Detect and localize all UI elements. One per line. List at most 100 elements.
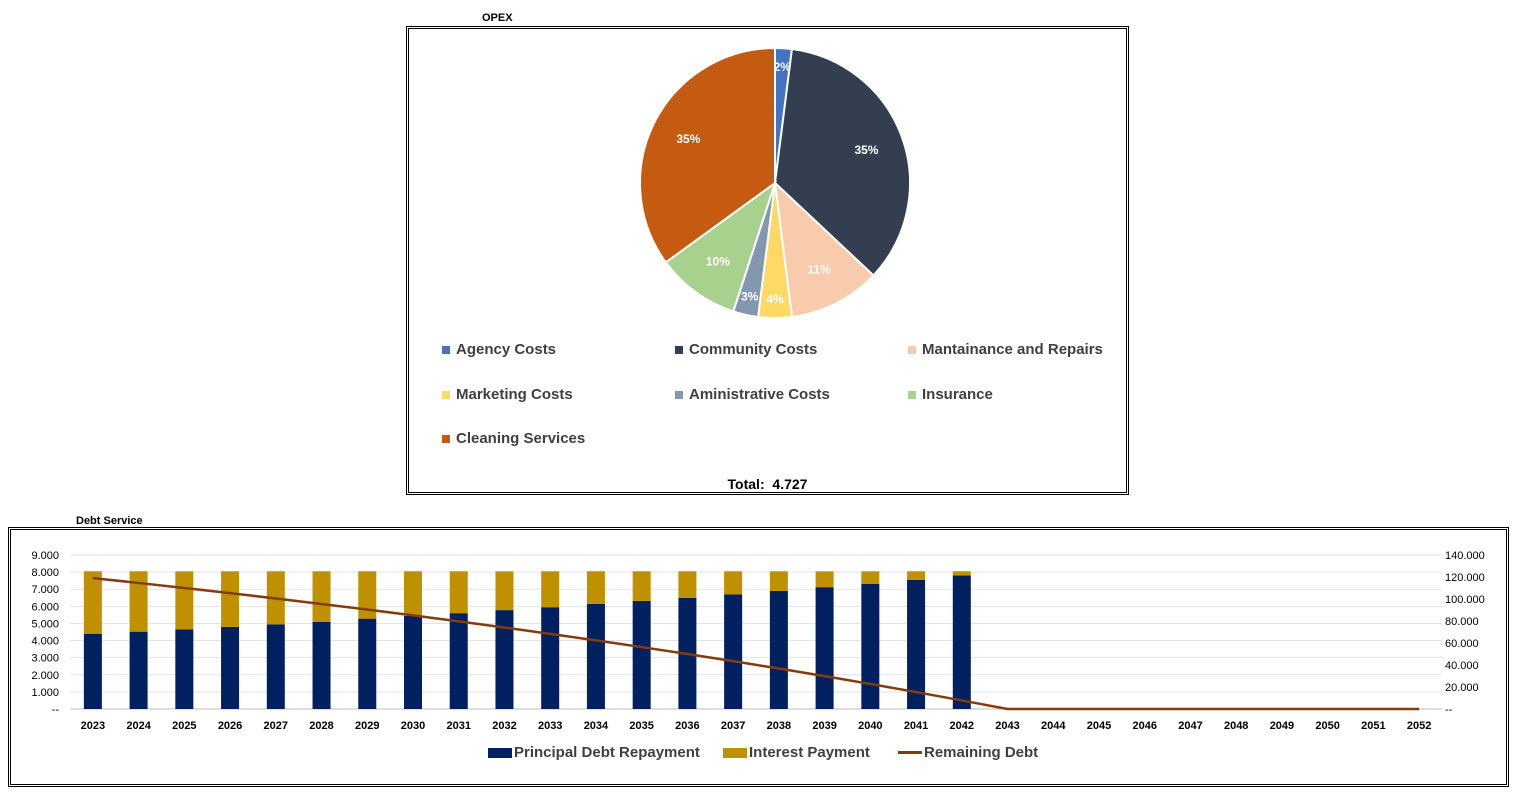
pie-slice <box>639 46 776 264</box>
y-left-tick-label: 2.000 <box>31 670 59 682</box>
y-left-tick-label: 6.000 <box>31 601 59 613</box>
bar-segment <box>449 571 468 614</box>
x-tick-label: 2029 <box>355 720 379 732</box>
bar-segment <box>83 633 102 709</box>
legend-swatch <box>908 345 916 354</box>
bar-segment <box>952 571 971 576</box>
bar-segment <box>495 571 514 611</box>
pie-legend-item: Aministrative Costs <box>675 386 830 403</box>
bar-segment <box>815 571 834 588</box>
bar-segment <box>815 587 834 709</box>
x-tick-label: 2034 <box>584 720 609 732</box>
bar-chart-svg: -- 1.000 2.000 3.000 4.000 5.000 6.000 7.000 8.0… <box>31 550 1485 732</box>
bar-segment <box>952 575 971 709</box>
pie-legend-label: Mantainance and Repairs <box>922 341 1103 358</box>
y-left-tick-label: 7.000 <box>31 584 59 596</box>
bar-segment <box>358 571 377 619</box>
pie-legend-label: Insurance <box>922 386 993 403</box>
bar-segment <box>312 621 331 709</box>
pie-legend-item: Cleaning Services <box>442 430 585 447</box>
bar-segment <box>358 618 377 709</box>
pie-total: Total: 4.727 <box>409 476 1126 492</box>
x-tick-label: 2051 <box>1361 720 1385 732</box>
bar-segment <box>449 613 468 709</box>
pie-legend-label: Aministrative Costs <box>689 386 830 403</box>
pie-legend-item: Agency Costs <box>442 341 556 358</box>
legend-swatch <box>442 434 450 443</box>
pie-legend-label: Marketing Costs <box>456 386 573 403</box>
x-tick-label: 2042 <box>950 720 974 732</box>
bar-segment <box>175 571 194 630</box>
y-left-tick-label: 1.000 <box>31 687 59 699</box>
pie-chart-frame: 2% 35% 11% 4% 3% 10% 35% Agency Costs Community… <box>406 26 1129 495</box>
bar-segment <box>541 607 560 709</box>
x-tick-label: 2032 <box>492 720 516 732</box>
y-right-tick-label: 40.000 <box>1445 660 1479 672</box>
pie-legend-label: Community Costs <box>689 341 818 358</box>
bar-legend-label: Principal Debt Repayment <box>514 744 700 761</box>
bar-segment <box>83 571 102 634</box>
bar-segment <box>861 571 880 584</box>
bar-segment <box>129 571 148 632</box>
x-tick-label: 2030 <box>401 720 425 732</box>
pie-data-label: 35% <box>854 143 878 157</box>
bar-segment <box>724 594 743 709</box>
pie-data-label: 11% <box>807 263 831 277</box>
legend-swatch <box>908 390 916 399</box>
bar-segment <box>907 571 926 580</box>
x-tick-label: 2041 <box>904 720 928 732</box>
x-tick-label: 2046 <box>1132 720 1156 732</box>
y-left-tick-label: 8.000 <box>31 567 59 579</box>
bar-chart-frame: -- 1.000 2.000 3.000 4.000 5.000 6.000 7.000 8.0… <box>8 527 1509 787</box>
bar-segment <box>861 583 880 709</box>
y-right-tick-label: 140.000 <box>1445 550 1485 562</box>
x-tick-label: 2045 <box>1087 720 1111 732</box>
y-right-tick-label: 120.000 <box>1445 572 1485 584</box>
x-tick-label: 2050 <box>1315 720 1339 732</box>
bar-segment <box>586 571 605 604</box>
x-tick-label: 2031 <box>446 720 470 732</box>
bar-segment <box>907 579 926 709</box>
x-tick-label: 2033 <box>538 720 562 732</box>
legend-swatch <box>675 345 683 354</box>
pie-legend-item: Mantainance and Repairs <box>908 341 1103 358</box>
bar-segment <box>769 571 788 591</box>
y-left-tick-label: 4.000 <box>31 636 59 648</box>
pie-total-label: Total: <box>727 476 765 492</box>
x-tick-label: 2027 <box>264 720 288 732</box>
bar-legend-label: Remaining Debt <box>924 744 1039 761</box>
legend-swatch <box>488 747 512 758</box>
x-tick-label: 2025 <box>172 720 196 732</box>
y-right-tick-label: -- <box>1445 704 1453 716</box>
pie-data-label: 2% <box>774 60 792 74</box>
pie-slice <box>773 180 875 319</box>
bar-chart-title: Debt Service <box>76 515 143 527</box>
pie-legend-label: Agency Costs <box>456 341 557 358</box>
x-tick-label: 2047 <box>1178 720 1202 732</box>
x-tick-label: 2026 <box>218 720 242 732</box>
bar-segment <box>175 629 194 709</box>
bar-segment <box>221 626 240 709</box>
pie-legend-item: Insurance <box>908 386 993 403</box>
remaining-debt-line <box>92 576 1420 711</box>
pie-total-value: 4.727 <box>772 476 808 492</box>
legend-swatch <box>898 751 922 754</box>
bar-legend-item: Principal Debt Repayment <box>488 744 700 761</box>
bar-segment <box>129 631 148 709</box>
bar-segment <box>266 624 285 709</box>
bar-segment <box>586 603 605 709</box>
x-tick-label: 2052 <box>1407 720 1431 732</box>
bar-segment <box>678 571 697 598</box>
pie-data-label: 10% <box>706 255 730 269</box>
legend-swatch <box>442 345 450 354</box>
x-tick-label: 2040 <box>858 720 882 732</box>
bar-legend-item: Remaining Debt <box>898 744 1038 761</box>
bar-segment <box>404 571 422 616</box>
x-tick-label: 2049 <box>1270 720 1294 732</box>
pie-slice <box>773 47 911 277</box>
y-right-tick-label: 20.000 <box>1445 682 1479 694</box>
pie-legend-item: Community Costs <box>675 341 817 358</box>
bar-segment <box>404 615 422 709</box>
y-right-tick-label: 100.000 <box>1445 594 1485 606</box>
bar-segment <box>221 571 240 627</box>
